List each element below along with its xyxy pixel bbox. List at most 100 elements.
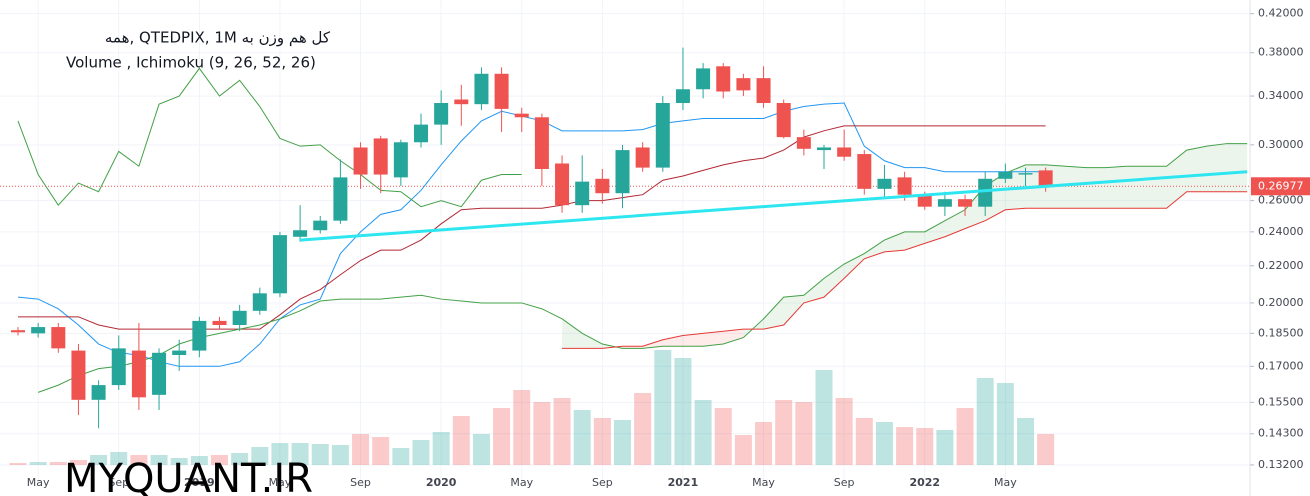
candle-body — [675, 89, 690, 104]
volume-bar — [251, 447, 269, 465]
candle-body — [454, 99, 469, 105]
volume-bar — [533, 402, 551, 465]
x-tick-label: Sep — [834, 476, 855, 489]
candle-body — [333, 177, 348, 221]
cloud-fill — [723, 329, 744, 345]
volume-bar — [775, 400, 793, 465]
volume-bar — [835, 398, 853, 465]
chart-title: همه, QTEDPIX, 1M کل هم وزن به — [105, 29, 331, 47]
y-tick-label: 0.42000 — [1258, 7, 1304, 20]
candles — [11, 47, 1053, 429]
cloud-fill — [562, 318, 583, 349]
candle-body — [776, 103, 791, 138]
y-tick-label: 0.13200 — [1258, 458, 1304, 471]
volume-bar — [976, 378, 994, 465]
candle-body — [252, 293, 267, 311]
candle-body — [857, 154, 872, 189]
cloud-fill — [844, 253, 865, 279]
indicator-line — [18, 125, 1046, 330]
watermark: MYQUANT.IR — [64, 456, 313, 496]
candle-body — [595, 178, 610, 194]
cloud-fill — [1085, 167, 1107, 209]
volume-bar — [493, 408, 511, 465]
x-tick-label: Sep — [108, 476, 129, 489]
cloud-fill — [763, 297, 784, 330]
candle-body — [51, 327, 66, 349]
candle-body — [172, 350, 187, 356]
candle-body — [716, 66, 731, 92]
candle-body — [131, 350, 146, 398]
volume-bar — [372, 437, 390, 465]
volume-bar — [392, 448, 410, 465]
volume-bar — [90, 455, 108, 465]
candle-body — [998, 171, 1013, 179]
cloud-fill — [924, 220, 945, 244]
x-tick-label: May — [510, 476, 533, 489]
last-price-box — [1251, 177, 1310, 196]
x-tick-label: May — [752, 476, 775, 489]
cloud-fill — [884, 231, 905, 252]
candle-body — [293, 230, 308, 237]
volume-bar — [916, 428, 934, 465]
candle-body — [796, 137, 811, 149]
candle-body — [736, 78, 751, 91]
candle-body — [494, 73, 509, 109]
volume-bar — [130, 455, 148, 465]
candle-body — [474, 73, 489, 105]
candle-body — [817, 147, 831, 151]
y-tick-label: 0.20000 — [1258, 296, 1304, 309]
volume-bar — [311, 444, 329, 465]
x-tick-label: 2020 — [426, 476, 457, 489]
cloud-fill — [1065, 166, 1086, 209]
candle-body — [534, 117, 549, 169]
candle-body — [212, 320, 227, 326]
volume-bar — [271, 443, 289, 465]
cloud-fill — [1146, 166, 1167, 209]
cloud-fill — [682, 333, 704, 347]
volume-bar — [674, 358, 692, 465]
candle-body — [978, 178, 993, 207]
candle-body — [655, 103, 670, 168]
cloud-fill — [703, 331, 724, 347]
volume-bar — [231, 453, 249, 465]
volume-bar — [795, 402, 813, 465]
cloud-fill — [783, 295, 804, 326]
volume-bar — [331, 445, 349, 465]
volume-bar — [452, 416, 470, 465]
y-tick-label: 0.26000 — [1258, 194, 1304, 207]
volume-bar — [875, 422, 893, 465]
candle-body — [1038, 170, 1053, 187]
chart-subtitle: Volume , Ichimoku (9, 26, 52, 26) — [66, 54, 316, 72]
volume-bar — [936, 430, 954, 465]
y-tick-label: 0.15500 — [1258, 395, 1304, 408]
candle-body — [958, 199, 973, 207]
candle-body — [31, 327, 46, 334]
volume-bar — [896, 427, 914, 465]
candle-body — [353, 147, 368, 175]
candle-body — [434, 103, 449, 125]
candle-body — [272, 235, 287, 294]
candle-body — [917, 194, 932, 207]
cloud-fill — [904, 231, 925, 251]
volume-bar — [170, 458, 188, 465]
cloud-fill — [803, 278, 824, 303]
candle-body — [232, 310, 247, 326]
volume-bar — [996, 383, 1014, 465]
y-tick-label: 0.17000 — [1258, 359, 1304, 372]
cloud-fill — [662, 335, 683, 347]
indicator-line — [17, 67, 522, 208]
volume-bar — [714, 408, 732, 465]
volume-bar — [432, 432, 450, 465]
candle-body — [615, 150, 630, 194]
y-tick-label: 0.18500 — [1258, 326, 1304, 339]
cloud-fill — [1166, 150, 1187, 209]
cloud-fill — [1186, 146, 1207, 192]
cloud-fill — [622, 346, 643, 349]
volume-bar — [291, 443, 309, 465]
cloud-fill — [1126, 166, 1147, 209]
span-b-line — [562, 191, 1248, 349]
volume-bar — [573, 410, 591, 465]
volume-bar — [69, 460, 87, 465]
volume-bar — [815, 370, 833, 465]
